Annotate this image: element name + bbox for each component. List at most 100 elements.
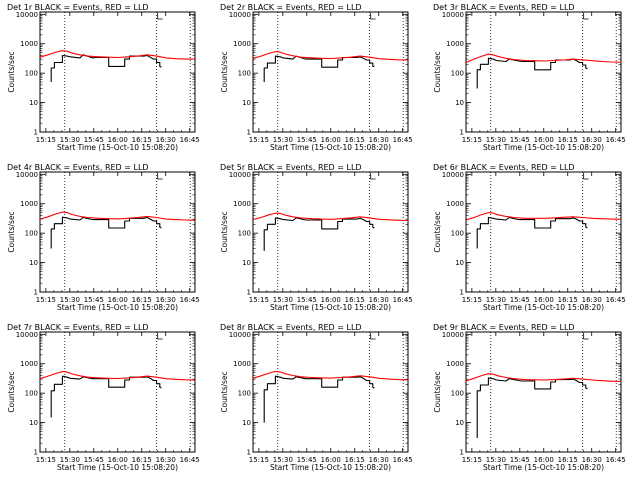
detector-panel-4: Det 4r BLACK = Events, RED = LLD 1 10 100 10… <box>7 163 200 312</box>
detector-panel-1: Det 1r BLACK = Events, RED = LLD 1 10 100 10… <box>7 3 200 152</box>
y-tick-label: 1 <box>247 449 251 457</box>
x-tick-label: 16:30 <box>369 456 389 464</box>
y-axis-label: Counts/sec <box>433 51 442 92</box>
x-tick-label: 16:45 <box>180 136 200 144</box>
x-axis-label: Start Time (15-Oct-10 15:08:20) <box>270 143 391 152</box>
x-tick-label: 15:30 <box>273 136 293 144</box>
x-tick-label: 16:30 <box>156 296 176 304</box>
lld-series-line <box>39 50 195 60</box>
x-tick-label: 16:00 <box>534 296 554 304</box>
events-series-line <box>263 55 375 82</box>
y-axis-label: Counts/sec <box>220 371 229 412</box>
lld-series-line <box>252 212 409 222</box>
y-tick-label: 10000 <box>442 11 464 19</box>
x-tick-label: 16:45 <box>393 296 413 304</box>
x-tick-label: 15:45 <box>84 136 104 144</box>
y-tick-label: 10 <box>242 99 251 107</box>
y-tick-label: 10 <box>455 259 464 267</box>
y-tick-label: 1000 <box>446 40 464 48</box>
y-tick-label: 100 <box>451 390 464 398</box>
lld-series-line <box>465 53 622 64</box>
marker-box <box>370 333 376 340</box>
x-axis-label: Start Time (15-Oct-10 15:08:20) <box>270 463 391 472</box>
y-tick-label: 10 <box>455 99 464 107</box>
events-series-line <box>50 54 162 82</box>
y-tick-label: 10000 <box>229 331 251 339</box>
events-series-line <box>476 57 588 89</box>
panel-title: Det 9r BLACK = Events, RED = LLD <box>433 323 575 332</box>
y-tick-label: 100 <box>238 230 251 238</box>
y-tick-label: 10000 <box>442 331 464 339</box>
y-tick-label: 1 <box>34 289 38 297</box>
x-tick-label: 15:15 <box>249 296 269 304</box>
x-tick-label: 15:30 <box>60 296 80 304</box>
x-tick-label: 16:00 <box>108 136 128 144</box>
x-tick-label: 16:15 <box>345 456 365 464</box>
y-tick-label: 1 <box>34 129 38 137</box>
x-tick-label: 15:30 <box>60 136 80 144</box>
y-tick-label: 1000 <box>446 200 464 208</box>
marker-box <box>157 13 163 20</box>
x-tick-label: 16:00 <box>108 456 128 464</box>
detector-panel-2: Det 2r BLACK = Events, RED = LLD 1 10 100 10… <box>220 3 413 152</box>
y-tick-label: 10 <box>29 99 38 107</box>
y-tick-label: 1000 <box>233 200 251 208</box>
panel-title: Det 6r BLACK = Events, RED = LLD <box>433 163 575 172</box>
plot-frame <box>252 11 409 133</box>
x-tick-label: 16:15 <box>345 136 365 144</box>
y-axis-label: Counts/sec <box>220 211 229 252</box>
plot-frame <box>39 11 196 133</box>
x-tick-label: 15:45 <box>297 136 317 144</box>
x-tick-label: 15:30 <box>486 136 506 144</box>
y-tick-label: 100 <box>238 390 251 398</box>
x-tick-label: 16:30 <box>156 136 176 144</box>
marker-box <box>370 173 376 180</box>
x-tick-label: 16:30 <box>582 456 602 464</box>
y-tick-label: 10000 <box>16 11 38 19</box>
x-tick-label: 16:15 <box>345 296 365 304</box>
plot-frame <box>252 331 409 453</box>
plot-frame <box>465 11 622 133</box>
x-tick-label: 16:00 <box>108 296 128 304</box>
y-tick-label: 10 <box>242 419 251 427</box>
x-tick-label: 15:30 <box>486 456 506 464</box>
y-axis-label: Counts/sec <box>7 371 16 412</box>
y-tick-label: 10000 <box>16 171 38 179</box>
x-tick-label: 15:30 <box>60 456 80 464</box>
x-tick-label: 16:45 <box>606 296 626 304</box>
panel-title: Det 8r BLACK = Events, RED = LLD <box>220 323 362 332</box>
x-axis-label: Start Time (15-Oct-10 15:08:20) <box>483 463 604 472</box>
x-tick-label: 16:00 <box>321 296 341 304</box>
x-tick-label: 15:45 <box>297 296 317 304</box>
x-tick-label: 16:00 <box>321 456 341 464</box>
y-tick-label: 1 <box>247 289 251 297</box>
detector-panel-6: Det 6r BLACK = Events, RED = LLD 1 10 100 10… <box>433 163 626 312</box>
events-series-line <box>476 377 588 438</box>
y-tick-label: 10 <box>29 419 38 427</box>
x-tick-label: 15:30 <box>486 296 506 304</box>
x-tick-label: 16:45 <box>393 136 413 144</box>
x-tick-label: 15:15 <box>36 296 56 304</box>
x-tick-label: 16:15 <box>558 136 578 144</box>
y-tick-label: 1 <box>34 449 38 457</box>
lld-series-line <box>39 371 196 381</box>
y-tick-label: 10 <box>455 419 464 427</box>
y-tick-label: 100 <box>238 70 251 78</box>
x-tick-label: 16:15 <box>132 136 152 144</box>
plot-frame <box>39 171 196 293</box>
y-axis-label: Counts/sec <box>433 371 442 412</box>
detector-panel-9: Det 9r BLACK = Events, RED = LLD 1 10 100 10… <box>433 323 626 472</box>
y-tick-label: 10000 <box>442 171 464 179</box>
y-tick-label: 1 <box>460 289 464 297</box>
y-tick-label: 10000 <box>229 171 251 179</box>
marker-box <box>370 13 376 20</box>
events-series-line <box>50 216 162 249</box>
events-series-line <box>476 216 588 249</box>
y-axis-label: Counts/sec <box>220 51 229 92</box>
y-tick-label: 10000 <box>229 11 251 19</box>
x-tick-label: 15:45 <box>297 456 317 464</box>
x-tick-label: 16:30 <box>369 136 389 144</box>
plot-frame <box>39 331 196 453</box>
x-tick-label: 15:15 <box>249 456 269 464</box>
